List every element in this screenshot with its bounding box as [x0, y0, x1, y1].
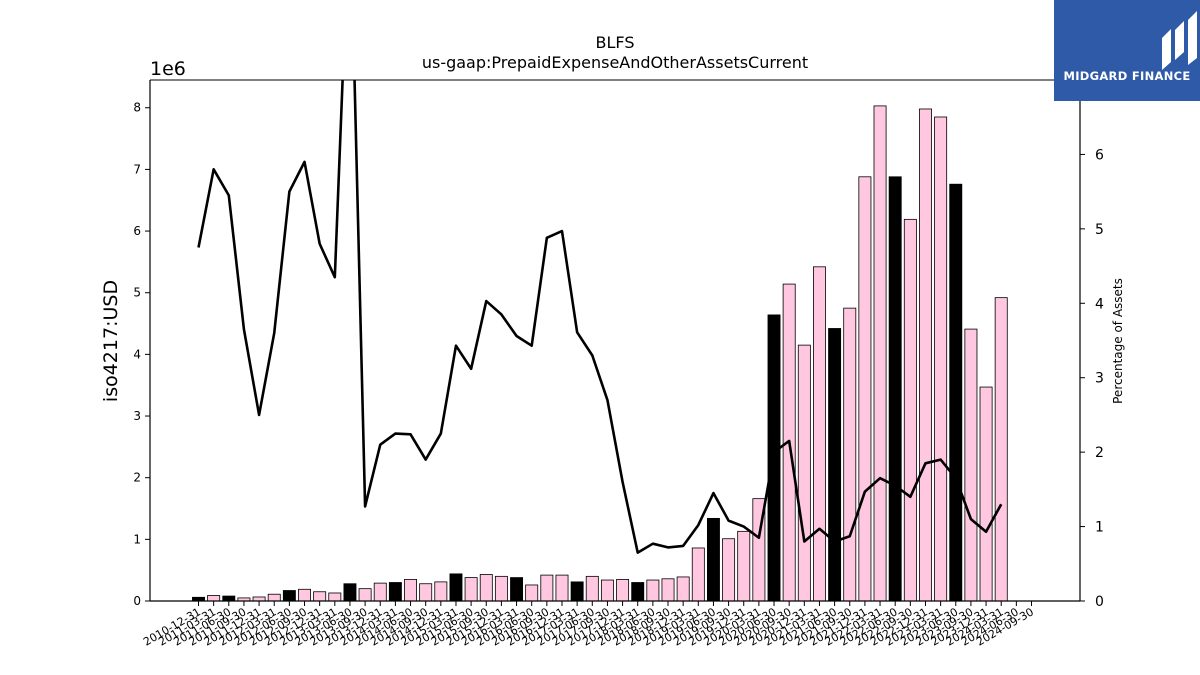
bar: [298, 588, 311, 602]
y-axis-label: iso4217:USD: [100, 280, 122, 402]
bar: [873, 105, 887, 602]
bar: [252, 596, 266, 602]
bar: [949, 183, 963, 602]
bar: [979, 386, 993, 602]
bar: [797, 344, 811, 602]
bar: [964, 328, 978, 602]
bar: [600, 579, 614, 602]
bar: [373, 582, 387, 602]
y-tick-label: 5: [133, 286, 141, 300]
bar: [404, 579, 418, 602]
bar: [419, 583, 433, 602]
bar: [813, 266, 826, 602]
bar: [282, 590, 296, 602]
bar: [903, 218, 917, 602]
bar: [434, 581, 448, 602]
bar: [464, 577, 478, 602]
percentage-line: [197, 80, 1003, 554]
bar: [222, 595, 236, 602]
bar: [570, 581, 584, 602]
bar: [646, 579, 660, 602]
bar: [676, 576, 690, 602]
bar: [449, 573, 463, 602]
bar: [631, 582, 645, 602]
bar: [843, 307, 857, 602]
bar: [540, 574, 554, 602]
bar: [313, 591, 327, 602]
bar: [706, 517, 720, 602]
bar: [661, 578, 675, 602]
bar: [828, 328, 842, 602]
bar: [888, 176, 902, 602]
y-tick-label: 4: [133, 347, 141, 361]
bar: [616, 579, 630, 602]
brand-logo: MIDGARD FINANCE: [1054, 0, 1200, 101]
bar: [388, 582, 402, 602]
bar: [994, 297, 1008, 602]
y2-tick-label: 0: [1095, 594, 1104, 610]
y2-axis-label: Percentage of Assets: [1111, 278, 1125, 404]
bar: [934, 116, 948, 602]
y2-tick-label: 4: [1095, 296, 1104, 312]
y2-tick-label: 1: [1095, 520, 1104, 536]
bar: [525, 584, 539, 602]
bar: [585, 575, 599, 602]
bar: [722, 538, 736, 602]
bar: [267, 593, 281, 602]
bar: [207, 595, 221, 602]
y-tick-label: 8: [133, 101, 141, 115]
y-tick-label: 2: [133, 471, 141, 485]
y2-tick-label: 3: [1095, 371, 1104, 387]
brand-name: MIDGARD FINANCE: [1063, 69, 1191, 83]
bar: [555, 574, 569, 602]
bar: [919, 108, 932, 602]
y-tick-label: 3: [133, 409, 141, 423]
bar: [343, 583, 357, 602]
bar: [858, 176, 872, 602]
bar: [358, 588, 372, 602]
bar: [737, 530, 751, 602]
bar: [510, 577, 524, 602]
midgard-logo-icon: [1162, 11, 1197, 70]
y-tick-label: 7: [133, 162, 141, 176]
bar: [479, 574, 493, 602]
y-multiplier-label: 1e6: [150, 58, 186, 80]
y2-tick-label: 6: [1095, 147, 1104, 163]
bar: [691, 547, 705, 602]
y-tick-label: 0: [133, 594, 141, 608]
y-tick-label: 1: [133, 532, 141, 546]
bar: [328, 592, 342, 602]
y-tick-label: 6: [133, 224, 141, 238]
bar: [494, 575, 508, 602]
y2-tick-label: 5: [1095, 222, 1104, 238]
chart-subtitle: us-gaap:PrepaidExpenseAndOtherAssetsCurr…: [422, 53, 808, 72]
chart-title: BLFS: [596, 33, 635, 52]
y2-tick-label: 2: [1095, 445, 1104, 461]
